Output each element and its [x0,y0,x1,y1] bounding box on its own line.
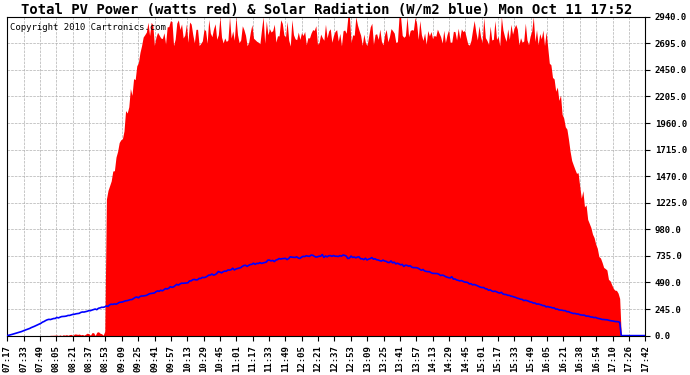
Title: Total PV Power (watts red) & Solar Radiation (W/m2 blue) Mon Oct 11 17:52: Total PV Power (watts red) & Solar Radia… [21,3,632,17]
Text: Copyright 2010 Cartronics.com: Copyright 2010 Cartronics.com [10,23,166,32]
